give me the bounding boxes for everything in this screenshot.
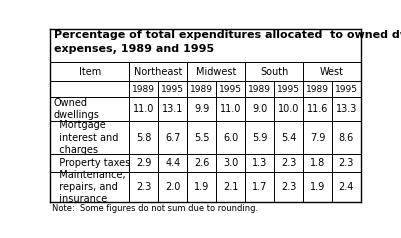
Text: 11.0: 11.0 xyxy=(133,104,154,114)
Text: Item: Item xyxy=(79,67,101,77)
Text: 13.3: 13.3 xyxy=(336,104,357,114)
Text: 1995: 1995 xyxy=(277,84,300,94)
Text: 2.3: 2.3 xyxy=(339,158,354,168)
Text: 2.6: 2.6 xyxy=(194,158,209,168)
Text: 1989: 1989 xyxy=(132,84,155,94)
Text: 5.5: 5.5 xyxy=(194,133,209,143)
Text: 2.3: 2.3 xyxy=(136,182,152,192)
Text: 1989: 1989 xyxy=(306,84,329,94)
Text: 1989: 1989 xyxy=(248,84,271,94)
Text: 2.3: 2.3 xyxy=(281,158,296,168)
Text: Property taxes: Property taxes xyxy=(53,158,130,168)
Text: 2.9: 2.9 xyxy=(136,158,152,168)
Text: 2.4: 2.4 xyxy=(339,182,354,192)
Text: 1.9: 1.9 xyxy=(194,182,209,192)
Text: 1995: 1995 xyxy=(219,84,242,94)
Text: West: West xyxy=(320,67,344,77)
Text: 5.9: 5.9 xyxy=(252,133,267,143)
Text: 11.0: 11.0 xyxy=(220,104,241,114)
Text: Percentage of total expenditures allocated  to owned dwelling
expenses, 1989 and: Percentage of total expenditures allocat… xyxy=(54,30,401,54)
Text: Maintenance,
  repairs, and
  insurance: Maintenance, repairs, and insurance xyxy=(53,170,126,204)
Text: 6.7: 6.7 xyxy=(165,133,180,143)
Text: 5.4: 5.4 xyxy=(281,133,296,143)
Text: 1.9: 1.9 xyxy=(310,182,325,192)
Text: 1.8: 1.8 xyxy=(310,158,325,168)
Text: 2.1: 2.1 xyxy=(223,182,238,192)
Text: 1989: 1989 xyxy=(190,84,213,94)
Text: 5.8: 5.8 xyxy=(136,133,152,143)
Text: 2.3: 2.3 xyxy=(281,182,296,192)
Text: 6.0: 6.0 xyxy=(223,133,238,143)
Text: 1995: 1995 xyxy=(161,84,184,94)
Text: 2.0: 2.0 xyxy=(165,182,180,192)
Text: Northeast: Northeast xyxy=(134,67,182,77)
Text: 1.7: 1.7 xyxy=(252,182,267,192)
Text: 8.6: 8.6 xyxy=(339,133,354,143)
Text: Owned
dwellings: Owned dwellings xyxy=(53,98,99,120)
Text: 1.3: 1.3 xyxy=(252,158,267,168)
Text: 7.9: 7.9 xyxy=(310,133,325,143)
Text: 9.0: 9.0 xyxy=(252,104,267,114)
Text: 1995: 1995 xyxy=(335,84,358,94)
Text: Mortgage
  interest and
  charges: Mortgage interest and charges xyxy=(53,120,119,155)
Text: 4.4: 4.4 xyxy=(165,158,180,168)
Text: South: South xyxy=(260,67,288,77)
Text: 3.0: 3.0 xyxy=(223,158,238,168)
Text: Note:  Some figures do not sum due to rounding.: Note: Some figures do not sum due to rou… xyxy=(52,203,258,213)
Text: 11.6: 11.6 xyxy=(307,104,328,114)
Text: Midwest: Midwest xyxy=(196,67,236,77)
Text: 10.0: 10.0 xyxy=(278,104,299,114)
Text: 13.1: 13.1 xyxy=(162,104,184,114)
Text: 9.9: 9.9 xyxy=(194,104,209,114)
